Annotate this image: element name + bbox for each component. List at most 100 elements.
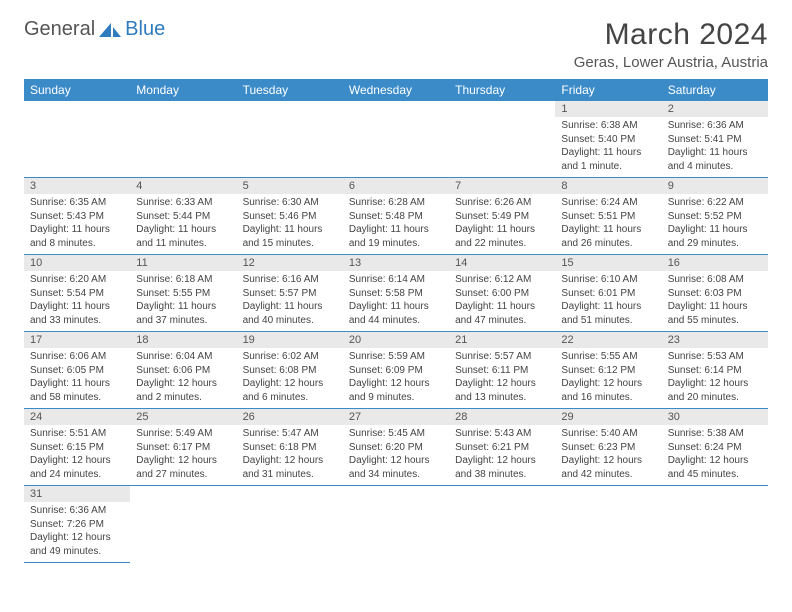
daylight-line: Daylight: 11 hours and 26 minutes. xyxy=(561,223,655,250)
sunset-line: Sunset: 5:48 PM xyxy=(349,210,443,224)
day-body: Sunrise: 5:59 AMSunset: 6:09 PMDaylight:… xyxy=(343,348,449,408)
calendar-cell: 5Sunrise: 6:30 AMSunset: 5:46 PMDaylight… xyxy=(237,178,343,255)
daylight-line: Daylight: 11 hours and 8 minutes. xyxy=(30,223,124,250)
sunset-line: Sunset: 6:03 PM xyxy=(668,287,762,301)
daylight-line: Daylight: 12 hours and 16 minutes. xyxy=(561,377,655,404)
sunrise-line: Sunrise: 6:36 AM xyxy=(30,504,124,518)
title-block: March 2024 Geras, Lower Austria, Austria xyxy=(574,18,768,71)
calendar-cell: 16Sunrise: 6:08 AMSunset: 6:03 PMDayligh… xyxy=(662,255,768,332)
day-body: Sunrise: 6:26 AMSunset: 5:49 PMDaylight:… xyxy=(449,194,555,254)
day-body: Sunrise: 6:18 AMSunset: 5:55 PMDaylight:… xyxy=(130,271,236,331)
day-number: 22 xyxy=(555,332,661,348)
daylight-line: Daylight: 11 hours and 4 minutes. xyxy=(668,146,762,173)
sunrise-line: Sunrise: 6:38 AM xyxy=(561,119,655,133)
day-body: Sunrise: 6:35 AMSunset: 5:43 PMDaylight:… xyxy=(24,194,130,254)
sunrise-line: Sunrise: 6:20 AM xyxy=(30,273,124,287)
day-number: 29 xyxy=(555,409,661,425)
calendar-cell xyxy=(237,486,343,563)
daylight-line: Daylight: 12 hours and 13 minutes. xyxy=(455,377,549,404)
daylight-line: Daylight: 11 hours and 22 minutes. xyxy=(455,223,549,250)
day-number: 15 xyxy=(555,255,661,271)
sunset-line: Sunset: 6:09 PM xyxy=(349,364,443,378)
sunset-line: Sunset: 6:14 PM xyxy=(668,364,762,378)
calendar-cell xyxy=(24,101,130,178)
calendar-cell: 2Sunrise: 6:36 AMSunset: 5:41 PMDaylight… xyxy=(662,101,768,178)
daylight-line: Daylight: 11 hours and 47 minutes. xyxy=(455,300,549,327)
daylight-line: Daylight: 12 hours and 49 minutes. xyxy=(30,531,124,558)
daylight-line: Daylight: 12 hours and 42 minutes. xyxy=(561,454,655,481)
calendar-header-row: SundayMondayTuesdayWednesdayThursdayFrid… xyxy=(24,79,768,101)
day-body: Sunrise: 5:53 AMSunset: 6:14 PMDaylight:… xyxy=(662,348,768,408)
day-number: 28 xyxy=(449,409,555,425)
sunrise-line: Sunrise: 6:10 AM xyxy=(561,273,655,287)
day-body: Sunrise: 6:16 AMSunset: 5:57 PMDaylight:… xyxy=(237,271,343,331)
brand-name-1: General xyxy=(24,18,95,41)
calendar-cell xyxy=(449,486,555,563)
sunset-line: Sunset: 6:17 PM xyxy=(136,441,230,455)
calendar-cell: 17Sunrise: 6:06 AMSunset: 6:05 PMDayligh… xyxy=(24,332,130,409)
calendar-cell: 28Sunrise: 5:43 AMSunset: 6:21 PMDayligh… xyxy=(449,409,555,486)
daylight-line: Daylight: 12 hours and 20 minutes. xyxy=(668,377,762,404)
sunset-line: Sunset: 6:21 PM xyxy=(455,441,549,455)
day-body: Sunrise: 6:04 AMSunset: 6:06 PMDaylight:… xyxy=(130,348,236,408)
calendar-row: 24Sunrise: 5:51 AMSunset: 6:15 PMDayligh… xyxy=(24,409,768,486)
sunset-line: Sunset: 6:18 PM xyxy=(243,441,337,455)
day-number: 12 xyxy=(237,255,343,271)
day-number: 3 xyxy=(24,178,130,194)
sunrise-line: Sunrise: 6:24 AM xyxy=(561,196,655,210)
calendar-cell: 31Sunrise: 6:36 AMSunset: 7:26 PMDayligh… xyxy=(24,486,130,563)
day-number: 31 xyxy=(24,486,130,502)
day-body: Sunrise: 5:40 AMSunset: 6:23 PMDaylight:… xyxy=(555,425,661,485)
calendar-cell xyxy=(449,101,555,178)
sunset-line: Sunset: 5:43 PM xyxy=(30,210,124,224)
daylight-line: Daylight: 11 hours and 44 minutes. xyxy=(349,300,443,327)
day-body: Sunrise: 6:02 AMSunset: 6:08 PMDaylight:… xyxy=(237,348,343,408)
day-header: Sunday xyxy=(24,79,130,101)
day-body: Sunrise: 6:36 AMSunset: 5:41 PMDaylight:… xyxy=(662,117,768,177)
day-body: Sunrise: 6:20 AMSunset: 5:54 PMDaylight:… xyxy=(24,271,130,331)
day-number: 8 xyxy=(555,178,661,194)
calendar-cell: 6Sunrise: 6:28 AMSunset: 5:48 PMDaylight… xyxy=(343,178,449,255)
day-number: 4 xyxy=(130,178,236,194)
header: General Blue March 2024 Geras, Lower Aus… xyxy=(24,18,768,71)
day-number: 7 xyxy=(449,178,555,194)
sunset-line: Sunset: 6:15 PM xyxy=(30,441,124,455)
calendar-cell: 3Sunrise: 6:35 AMSunset: 5:43 PMDaylight… xyxy=(24,178,130,255)
daylight-line: Daylight: 12 hours and 38 minutes. xyxy=(455,454,549,481)
day-body: Sunrise: 6:22 AMSunset: 5:52 PMDaylight:… xyxy=(662,194,768,254)
daylight-line: Daylight: 12 hours and 45 minutes. xyxy=(668,454,762,481)
sunset-line: Sunset: 6:24 PM xyxy=(668,441,762,455)
sunset-line: Sunset: 6:20 PM xyxy=(349,441,443,455)
sunrise-line: Sunrise: 5:49 AM xyxy=(136,427,230,441)
daylight-line: Daylight: 12 hours and 2 minutes. xyxy=(136,377,230,404)
daylight-line: Daylight: 12 hours and 24 minutes. xyxy=(30,454,124,481)
day-body: Sunrise: 6:36 AMSunset: 7:26 PMDaylight:… xyxy=(24,502,130,562)
sunrise-line: Sunrise: 5:53 AM xyxy=(668,350,762,364)
daylight-line: Daylight: 12 hours and 27 minutes. xyxy=(136,454,230,481)
daylight-line: Daylight: 12 hours and 34 minutes. xyxy=(349,454,443,481)
day-number: 11 xyxy=(130,255,236,271)
calendar-cell xyxy=(130,101,236,178)
calendar-cell: 24Sunrise: 5:51 AMSunset: 6:15 PMDayligh… xyxy=(24,409,130,486)
day-body: Sunrise: 6:33 AMSunset: 5:44 PMDaylight:… xyxy=(130,194,236,254)
calendar-cell: 20Sunrise: 5:59 AMSunset: 6:09 PMDayligh… xyxy=(343,332,449,409)
location-text: Geras, Lower Austria, Austria xyxy=(574,54,768,71)
day-header: Tuesday xyxy=(237,79,343,101)
sunset-line: Sunset: 6:23 PM xyxy=(561,441,655,455)
sunrise-line: Sunrise: 5:45 AM xyxy=(349,427,443,441)
sunset-line: Sunset: 7:26 PM xyxy=(30,518,124,532)
sunset-line: Sunset: 5:46 PM xyxy=(243,210,337,224)
calendar-cell: 14Sunrise: 6:12 AMSunset: 6:00 PMDayligh… xyxy=(449,255,555,332)
calendar-cell: 9Sunrise: 6:22 AMSunset: 5:52 PMDaylight… xyxy=(662,178,768,255)
sunset-line: Sunset: 6:05 PM xyxy=(30,364,124,378)
sunrise-line: Sunrise: 6:02 AM xyxy=(243,350,337,364)
calendar-cell: 15Sunrise: 6:10 AMSunset: 6:01 PMDayligh… xyxy=(555,255,661,332)
calendar-row: 17Sunrise: 6:06 AMSunset: 6:05 PMDayligh… xyxy=(24,332,768,409)
brand-name-2: Blue xyxy=(125,18,165,41)
sunset-line: Sunset: 6:11 PM xyxy=(455,364,549,378)
sunrise-line: Sunrise: 5:55 AM xyxy=(561,350,655,364)
day-body: Sunrise: 5:45 AMSunset: 6:20 PMDaylight:… xyxy=(343,425,449,485)
calendar-cell: 22Sunrise: 5:55 AMSunset: 6:12 PMDayligh… xyxy=(555,332,661,409)
daylight-line: Daylight: 11 hours and 55 minutes. xyxy=(668,300,762,327)
day-body: Sunrise: 6:06 AMSunset: 6:05 PMDaylight:… xyxy=(24,348,130,408)
